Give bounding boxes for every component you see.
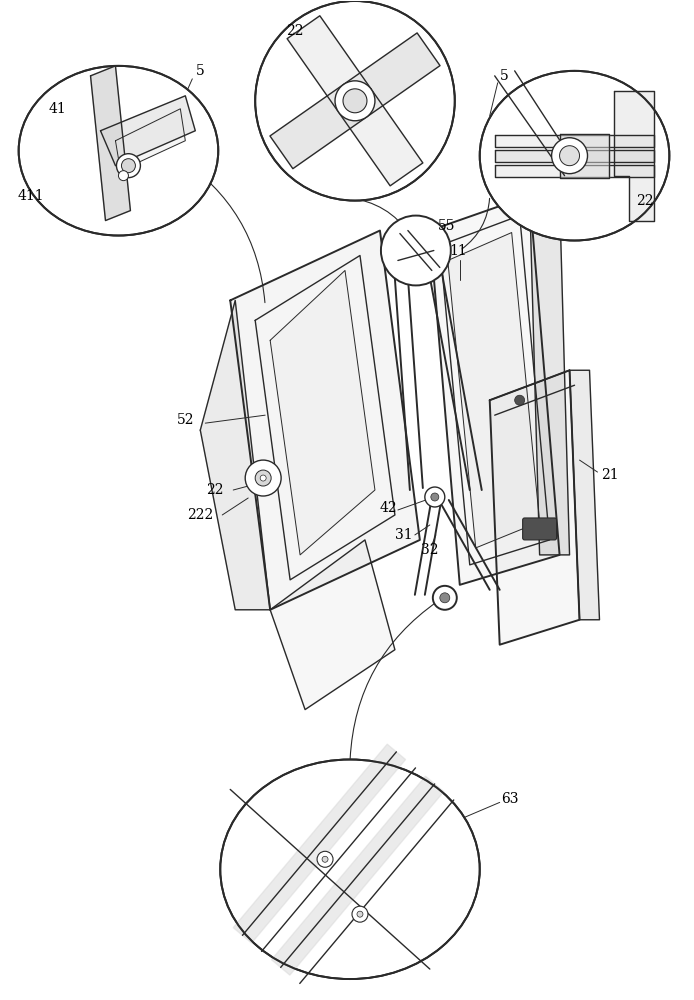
Circle shape	[440, 593, 450, 603]
Text: 411: 411	[17, 189, 44, 203]
Circle shape	[431, 493, 439, 501]
Text: 52: 52	[176, 413, 194, 427]
Text: 55: 55	[438, 219, 455, 233]
FancyBboxPatch shape	[523, 518, 557, 540]
Circle shape	[260, 475, 266, 481]
Circle shape	[425, 487, 445, 507]
Polygon shape	[233, 744, 405, 943]
Polygon shape	[287, 16, 371, 112]
Circle shape	[245, 460, 281, 496]
Ellipse shape	[19, 66, 218, 236]
Polygon shape	[101, 96, 195, 166]
Circle shape	[352, 906, 368, 922]
Polygon shape	[90, 66, 130, 221]
Circle shape	[552, 138, 588, 174]
Polygon shape	[270, 540, 395, 710]
Circle shape	[121, 159, 135, 173]
Text: 42: 42	[379, 501, 397, 515]
Polygon shape	[495, 165, 654, 177]
Text: 32: 32	[421, 543, 439, 557]
Polygon shape	[430, 196, 559, 585]
Polygon shape	[344, 33, 440, 117]
Circle shape	[335, 81, 375, 121]
Text: 63: 63	[501, 792, 518, 806]
Polygon shape	[270, 270, 375, 555]
Circle shape	[117, 154, 140, 178]
Polygon shape	[495, 150, 654, 162]
Circle shape	[357, 911, 363, 917]
Polygon shape	[495, 135, 654, 147]
Text: 22: 22	[207, 483, 224, 497]
Circle shape	[119, 171, 128, 181]
Text: 21: 21	[601, 468, 618, 482]
Polygon shape	[448, 233, 540, 548]
Polygon shape	[490, 370, 579, 645]
Text: 5: 5	[500, 69, 509, 83]
Polygon shape	[570, 370, 600, 620]
Polygon shape	[201, 300, 270, 610]
Ellipse shape	[480, 71, 669, 241]
Polygon shape	[230, 231, 420, 610]
Circle shape	[322, 856, 328, 862]
Polygon shape	[270, 84, 366, 169]
Polygon shape	[115, 109, 185, 171]
Text: 22: 22	[636, 194, 653, 208]
Ellipse shape	[220, 759, 480, 979]
Circle shape	[381, 216, 451, 285]
Text: 222: 222	[187, 508, 214, 522]
Text: 31: 31	[395, 528, 413, 542]
Circle shape	[559, 146, 579, 166]
Polygon shape	[614, 91, 654, 221]
Text: 22: 22	[287, 24, 304, 38]
Polygon shape	[271, 776, 443, 975]
Circle shape	[515, 395, 525, 405]
Polygon shape	[530, 196, 570, 555]
Circle shape	[343, 89, 367, 113]
Circle shape	[255, 470, 271, 486]
Text: 11: 11	[449, 244, 466, 258]
Text: 5: 5	[196, 64, 205, 78]
Circle shape	[317, 851, 333, 867]
Polygon shape	[339, 89, 423, 186]
Polygon shape	[559, 134, 609, 178]
Circle shape	[433, 586, 457, 610]
Circle shape	[255, 1, 455, 201]
Text: 41: 41	[49, 102, 67, 116]
